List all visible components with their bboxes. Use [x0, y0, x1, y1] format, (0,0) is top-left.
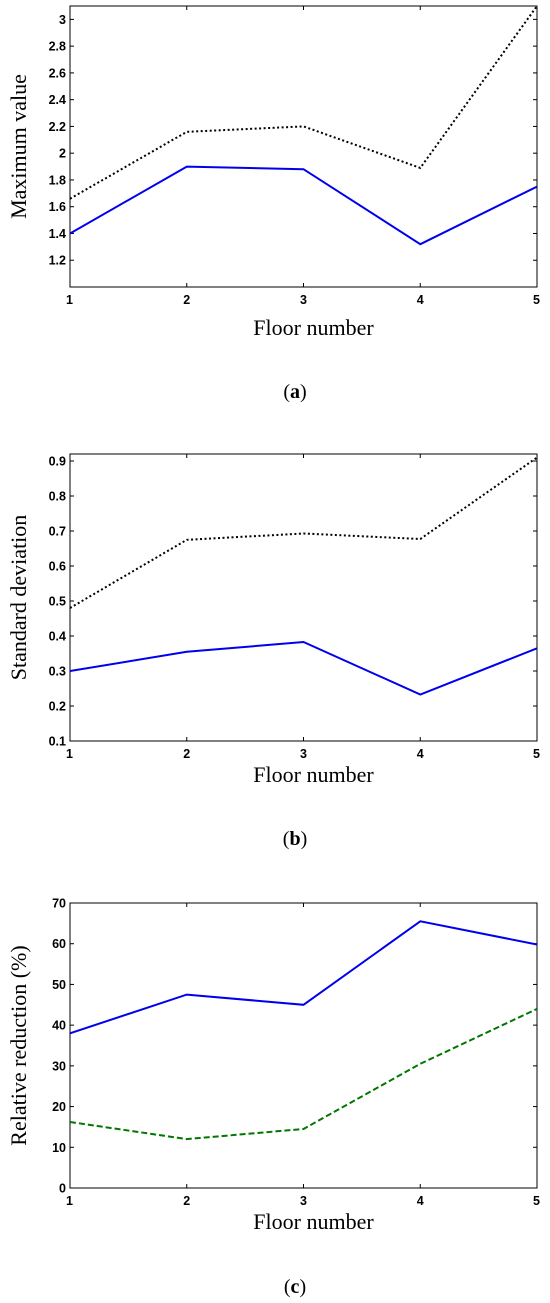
- y-tick-label: 1.2: [49, 254, 66, 268]
- series-line-2: [70, 1007, 537, 1141]
- x-tick-label: 4: [417, 747, 424, 761]
- y-axis-label: Standard deviation: [6, 515, 31, 681]
- y-tick-label: 50: [52, 978, 66, 992]
- x-tick-label: 5: [533, 747, 540, 761]
- panel-caption: (a): [283, 381, 306, 403]
- y-tick-label: 2.2: [49, 120, 66, 134]
- y-tick-label: 0.9: [49, 455, 66, 469]
- panel-caption-letter: c: [291, 1276, 300, 1298]
- y-tick-label: 0.8: [49, 490, 66, 504]
- y-tick-label: 0: [59, 1182, 66, 1196]
- series-line-1: [70, 6, 537, 200]
- plot-frame: [69, 453, 538, 742]
- x-tick-label: 4: [417, 1194, 424, 1208]
- panel-b: 1 2 3 4 5 0.1 0.2 0.3 0.4 0.5 0.6 0.7 0.8 0.9 Floor nu…: [6, 453, 540, 850]
- y-tick-label: 0.5: [49, 595, 66, 609]
- series-line-1: [70, 920, 537, 1035]
- y-tick-label: 1.6: [49, 200, 66, 214]
- plot-frame: [69, 902, 538, 1189]
- y-tick-label: 2.4: [49, 93, 66, 107]
- y-tick-label: 70: [52, 897, 66, 911]
- y-axis-label: Maximum value: [6, 74, 31, 219]
- y-axis-label: Relative reduction (%): [6, 945, 31, 1145]
- panel-caption-letter: a: [290, 381, 300, 403]
- y-tick-label: 2.6: [49, 66, 66, 80]
- x-axis-label: Floor number: [253, 315, 374, 340]
- x-tick-label: 1: [66, 293, 73, 307]
- y-tick-label: 2: [59, 147, 66, 161]
- y-tick-label: 0.6: [49, 560, 66, 574]
- y-tick-label: 1.8: [49, 173, 66, 187]
- x-tick-label: 5: [533, 1194, 540, 1208]
- x-tick-label: 4: [417, 293, 424, 307]
- x-tick-label: 3: [300, 747, 307, 761]
- y-tick-label: 0.2: [49, 700, 66, 714]
- y-tick-label: 0.1: [49, 735, 66, 749]
- x-tick-label: 3: [300, 293, 307, 307]
- x-tick-label: 1: [66, 1194, 73, 1208]
- x-tick-label: 2: [183, 293, 190, 307]
- x-tick-label: 2: [183, 747, 190, 761]
- y-tick-label: 20: [52, 1100, 66, 1114]
- y-tick-label: 3: [59, 13, 66, 27]
- x-tick-label: 1: [66, 747, 73, 761]
- panel-a: 1 2 3 4 5 1.2 1.4 1.6 1.8 2 2.2 2.4 2.6 2.8 3 Floor num…: [6, 5, 540, 403]
- y-tick-label: 0.7: [49, 525, 66, 539]
- y-tick-label: 40: [52, 1019, 66, 1033]
- x-tick-label: 5: [533, 293, 540, 307]
- x-tick-label: 2: [183, 1194, 190, 1208]
- series-line-1: [70, 456, 537, 609]
- panel-caption: (c): [284, 1276, 306, 1298]
- y-tick-label: 30: [52, 1059, 66, 1073]
- y-tick-label: 10: [52, 1141, 66, 1155]
- plot-frame: [69, 5, 538, 288]
- x-axis-label: Floor number: [253, 1209, 374, 1234]
- y-tick-label: 0.3: [49, 665, 66, 679]
- y-tick-label: 1.4: [49, 227, 66, 241]
- panel-caption: (b): [283, 828, 307, 850]
- series-line-2: [70, 640, 537, 696]
- y-tick-label: 2.8: [49, 40, 66, 54]
- y-tick-label: 60: [52, 937, 66, 951]
- y-tick-label: 0.4: [49, 630, 66, 644]
- panel-caption-letter: b: [289, 828, 300, 850]
- x-axis-label: Floor number: [253, 762, 374, 787]
- x-tick-label: 3: [300, 1194, 307, 1208]
- series-line-2: [70, 165, 537, 246]
